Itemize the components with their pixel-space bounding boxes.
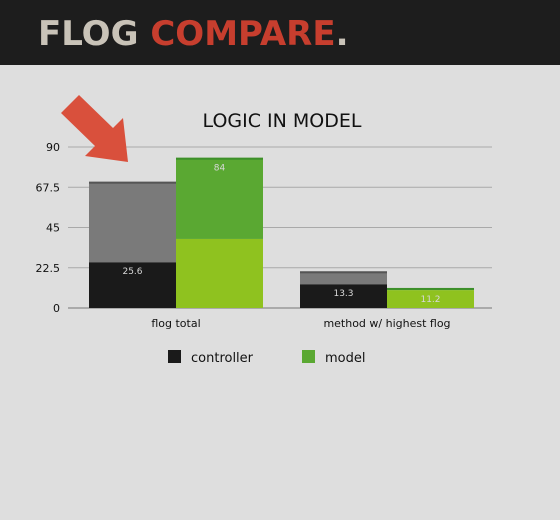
data-label: 25.6 [122,267,142,277]
x-category-label: flog total [151,317,200,330]
bar-controller-upper [89,181,176,263]
chart-title: LOGIC IN MODEL [203,110,362,132]
y-tick-label: 0 [53,302,60,315]
legend-swatch-model [302,350,315,363]
y-tick-label: 67.5 [36,181,61,194]
bar-controller-lower [89,262,176,308]
bar-controller-upper [300,271,387,285]
data-label: 13.3 [333,289,353,299]
brand-logo: FLOG COMPARE. [38,12,348,56]
bar-model-upper [176,157,263,239]
data-label: 84 [214,164,226,174]
data-label: 11.2 [420,295,440,305]
bar-cap [176,157,263,160]
brand-word-flog: FLOG [38,14,139,54]
legend-label-controller: controller [191,351,254,366]
y-axis-ticks: 0 22.5 45 67.5 90 [36,141,61,315]
legend: controller model [168,350,365,366]
arrow-icon [61,95,128,162]
app-header: FLOG COMPARE. [0,0,560,65]
x-axis-labels: flog total method w/ highest flog [151,317,450,330]
legend-swatch-controller [168,350,181,363]
y-tick-label: 22.5 [36,262,61,275]
legend-label-model: model [325,351,365,366]
y-tick-label: 90 [46,141,60,154]
brand-dot: . [335,14,349,54]
y-tick-label: 45 [46,222,60,235]
brand-word-compare: COMPARE [150,14,336,54]
bar-model-lower [176,238,263,308]
bar-controller-lower [300,284,387,308]
bar-cap [89,181,176,184]
bar-cap [300,271,387,274]
bar-model-lower [387,290,474,308]
x-category-label: method w/ highest flog [323,317,450,330]
chart-area: LOGIC IN MODEL 0 22.5 45 67.5 90 25.6 13.3 84 1… [36,95,492,366]
bar-cap [387,287,474,290]
bars [89,157,474,308]
data-labels: 25.6 13.3 84 11.2 [122,164,440,305]
